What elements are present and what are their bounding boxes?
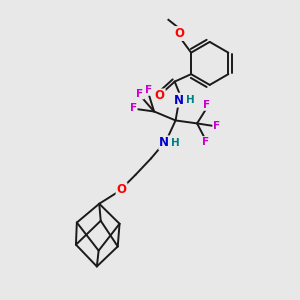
Text: F: F [145,85,152,95]
Text: F: F [203,100,210,110]
Text: F: F [130,103,137,113]
Text: F: F [202,137,209,147]
Text: N: N [174,94,184,106]
Text: O: O [175,27,185,40]
Text: O: O [116,183,127,196]
Text: F: F [213,121,220,131]
Text: H: H [171,138,180,148]
Text: O: O [155,89,165,103]
Text: N: N [159,136,169,149]
Text: F: F [136,88,143,99]
Text: H: H [186,95,195,105]
